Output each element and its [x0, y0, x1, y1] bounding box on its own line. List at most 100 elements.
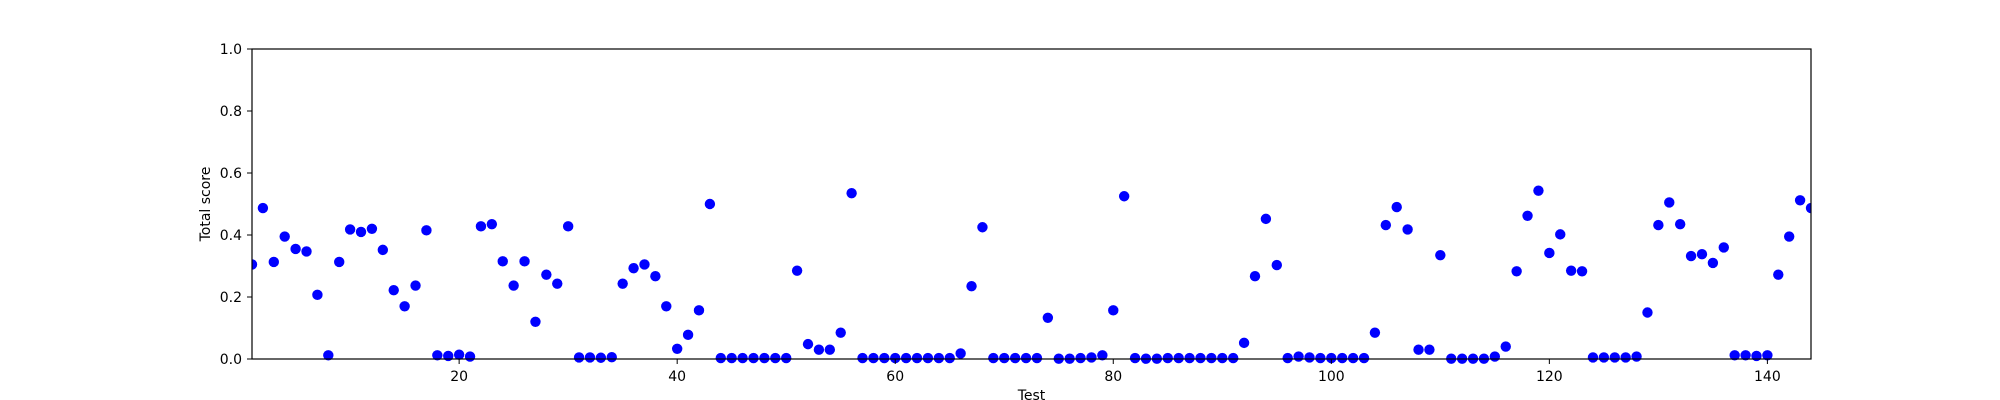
data-point: [1783, 231, 1795, 242]
data-point: [835, 327, 846, 338]
data-point: [1500, 341, 1511, 352]
data-point: [1129, 352, 1141, 364]
data-point: [312, 289, 323, 301]
data-point: [1609, 352, 1620, 363]
data-point: [911, 352, 923, 364]
data-point: [334, 256, 345, 268]
data-point: [1304, 352, 1315, 363]
data-point: [1260, 213, 1272, 225]
data-point: [650, 271, 661, 282]
data-point: [595, 352, 607, 363]
data-point: [1227, 352, 1239, 364]
data-point: [1805, 202, 1811, 214]
data-point: [1282, 352, 1293, 364]
data-point: [301, 246, 312, 257]
data-point: [791, 265, 803, 276]
data-point: [257, 202, 269, 214]
data-point: [1402, 224, 1413, 235]
data-point: [977, 222, 988, 233]
data-point: [1620, 352, 1631, 363]
data-point: [279, 231, 290, 242]
data-point: [1337, 352, 1348, 364]
y-axis-title: Total score: [198, 167, 214, 243]
data-point: [1206, 352, 1217, 364]
data-point: [1195, 352, 1206, 364]
x-tick-label: 60: [886, 369, 904, 385]
data-point: [933, 352, 945, 364]
y-axis: 0.0 0.2 0.4 0.6 0.8 1.0: [220, 42, 252, 368]
data-point: [617, 278, 628, 289]
data-point: [1009, 352, 1021, 364]
data-point: [813, 344, 825, 355]
data-point: [944, 352, 955, 364]
data-point: [868, 352, 879, 364]
data-point: [421, 225, 432, 236]
data-point: [464, 351, 476, 362]
data-point: [1587, 352, 1599, 363]
data-point: [1631, 351, 1642, 362]
data-point: [1598, 352, 1610, 363]
x-tick-label: 140: [1754, 369, 1781, 385]
data-point: [1238, 337, 1250, 349]
data-point: [1020, 352, 1032, 364]
data-point: [508, 280, 519, 291]
x-axis-title: Test: [1017, 388, 1046, 400]
data-point: [1380, 219, 1392, 231]
x-tick-label: 20: [450, 369, 468, 385]
data-point: [715, 352, 726, 364]
data-point: [399, 301, 410, 312]
data-point: [1042, 312, 1054, 323]
data-point: [1424, 344, 1435, 355]
data-point: [388, 284, 399, 296]
data-point: [562, 221, 574, 232]
data-point: [1773, 269, 1784, 280]
data-point: [1718, 242, 1729, 253]
data-point: [1794, 195, 1806, 206]
data-point: [252, 259, 258, 270]
x-tick-label: 100: [1318, 369, 1345, 385]
x-axis: 20 40 60 80 100 120 140: [450, 359, 1781, 385]
data-point: [1184, 352, 1195, 364]
data-point: [1489, 351, 1501, 362]
data-point: [606, 351, 617, 363]
data-point: [1565, 265, 1577, 276]
data-point: [682, 329, 694, 341]
data-point: [693, 305, 705, 316]
data-point: [1740, 350, 1751, 361]
data-point: [955, 348, 966, 359]
y-tick-label: 0.8: [220, 104, 242, 120]
data-point: [890, 352, 901, 364]
x-tick-label: 120: [1536, 369, 1563, 385]
data-point: [573, 352, 585, 363]
data-point: [1642, 307, 1653, 318]
data-point: [552, 278, 563, 289]
data-point: [290, 243, 301, 255]
data-point: [1326, 352, 1337, 364]
data-point: [1108, 305, 1119, 316]
data-point: [922, 352, 934, 364]
data-point: [541, 269, 552, 280]
data-point: [1555, 229, 1566, 240]
data-point: [1031, 352, 1043, 364]
data-point: [344, 224, 356, 235]
data-point: [1347, 352, 1359, 364]
data-point: [1576, 266, 1588, 277]
data-point: [1522, 210, 1533, 221]
data-point: [519, 256, 530, 267]
data-point: [1653, 219, 1664, 231]
y-tick-label: 1.0: [220, 42, 242, 58]
data-point: [857, 352, 868, 364]
data-point: [802, 338, 814, 350]
y-tick-label: 0.4: [220, 228, 242, 244]
data-point: [486, 218, 498, 230]
data-point: [1762, 350, 1773, 361]
plot-frame: [251, 48, 1812, 360]
data-point: [497, 256, 508, 267]
data-point: [1707, 257, 1719, 269]
data-point: [453, 349, 465, 360]
data-point: [1086, 352, 1097, 363]
data-point: [1413, 344, 1424, 355]
data-point: [1533, 185, 1544, 196]
data-point: [1729, 350, 1740, 361]
